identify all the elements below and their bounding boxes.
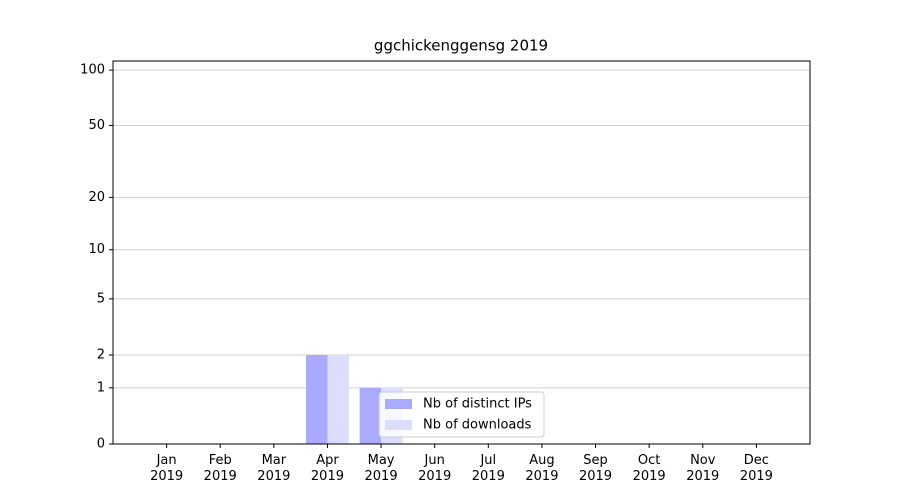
x-tick-label: Dec 2019: [739, 453, 773, 484]
x-tick-label: Sep 2019: [578, 453, 613, 484]
chart-title: ggchickenggensg 2019: [374, 37, 548, 55]
y-tick-label: 50: [88, 118, 105, 133]
legend-label: Nb of distinct IPs: [423, 397, 532, 412]
y-tick-label: 100: [80, 63, 105, 78]
x-tick-label: Jul 2019: [471, 453, 505, 484]
x-tick-label: Jun 2019: [418, 453, 452, 484]
x-tick-label: Jan 2019: [150, 453, 184, 484]
y-tick-label: 5: [97, 291, 105, 306]
y-tick-label: 20: [88, 190, 105, 205]
x-tick-label: Mar 2019: [257, 453, 291, 484]
y-tick-label: 1: [97, 380, 105, 395]
x-tick-label: Oct 2019: [632, 453, 666, 484]
y-tick-label: 10: [88, 242, 105, 257]
bar: [306, 354, 328, 444]
plot-frame: [112, 60, 811, 445]
x-tick-label: Apr 2019: [310, 453, 344, 484]
x-tick-label: May 2019: [364, 453, 398, 484]
y-tick-label: 0: [97, 437, 105, 452]
x-tick-label: Feb 2019: [203, 453, 237, 484]
x-tick-label: Aug 2019: [525, 453, 559, 484]
bar: [359, 387, 382, 444]
legend-label: Nb of downloads: [423, 418, 532, 433]
bar: [327, 354, 349, 444]
legend-swatch: [385, 399, 412, 409]
legend-box: [378, 391, 545, 438]
y-tick-label: 2: [97, 347, 105, 362]
x-tick-label: Nov 2019: [686, 453, 720, 484]
legend: Nb of distinct IPs Nb of downloads: [378, 391, 545, 438]
legend-swatch: [385, 420, 412, 430]
